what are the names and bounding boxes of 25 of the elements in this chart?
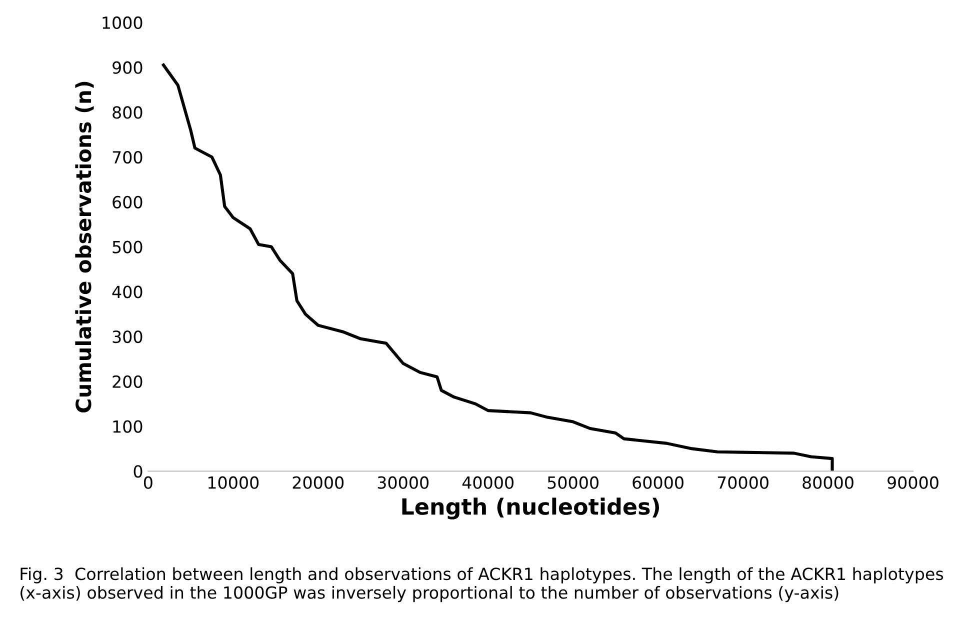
y-tick-label: 800 bbox=[112, 106, 142, 119]
x-tick-label: 60000 bbox=[632, 476, 684, 489]
line-series bbox=[162, 64, 834, 472]
x-tick-label: 80000 bbox=[802, 476, 854, 489]
y-tick-label: 400 bbox=[112, 286, 142, 298]
x-tick-label: 90000 bbox=[888, 476, 938, 489]
y-tick-label: 700 bbox=[112, 151, 142, 164]
y-axis-title: Cumulative observations (n) bbox=[75, 82, 94, 412]
y-tick-label: 900 bbox=[112, 61, 142, 74]
x-tick-label: 10000 bbox=[208, 476, 259, 489]
y-tick-label: 200 bbox=[112, 375, 142, 388]
y-tick-label: 1000 bbox=[102, 16, 142, 30]
caption: Fig. 3 Correlation between length and observations of ACKR1 haplotypes. The length of the ACKR1 haplotypes (x-axis) observed in the 1000GP was inversely proportional to the number of observations (y-axis) bbox=[20, 567, 944, 602]
x-tick-label: 50000 bbox=[548, 476, 598, 489]
x-tick-label: 70000 bbox=[718, 476, 768, 489]
y-tick-label: 600 bbox=[112, 196, 142, 208]
x-tick-label: 30000 bbox=[378, 476, 429, 489]
x-tick-label: 20000 bbox=[292, 476, 344, 489]
y-tick-label: 300 bbox=[112, 330, 142, 344]
x-tick-label: 40000 bbox=[462, 476, 514, 489]
x-axis-title: Length (nucleotides) bbox=[402, 498, 660, 520]
y-tick-label: 0 bbox=[134, 465, 142, 478]
y-tick-label: 500 bbox=[112, 240, 142, 254]
y-tick-label: 100 bbox=[113, 420, 142, 433]
x-tick-label: 0 bbox=[144, 476, 152, 489]
